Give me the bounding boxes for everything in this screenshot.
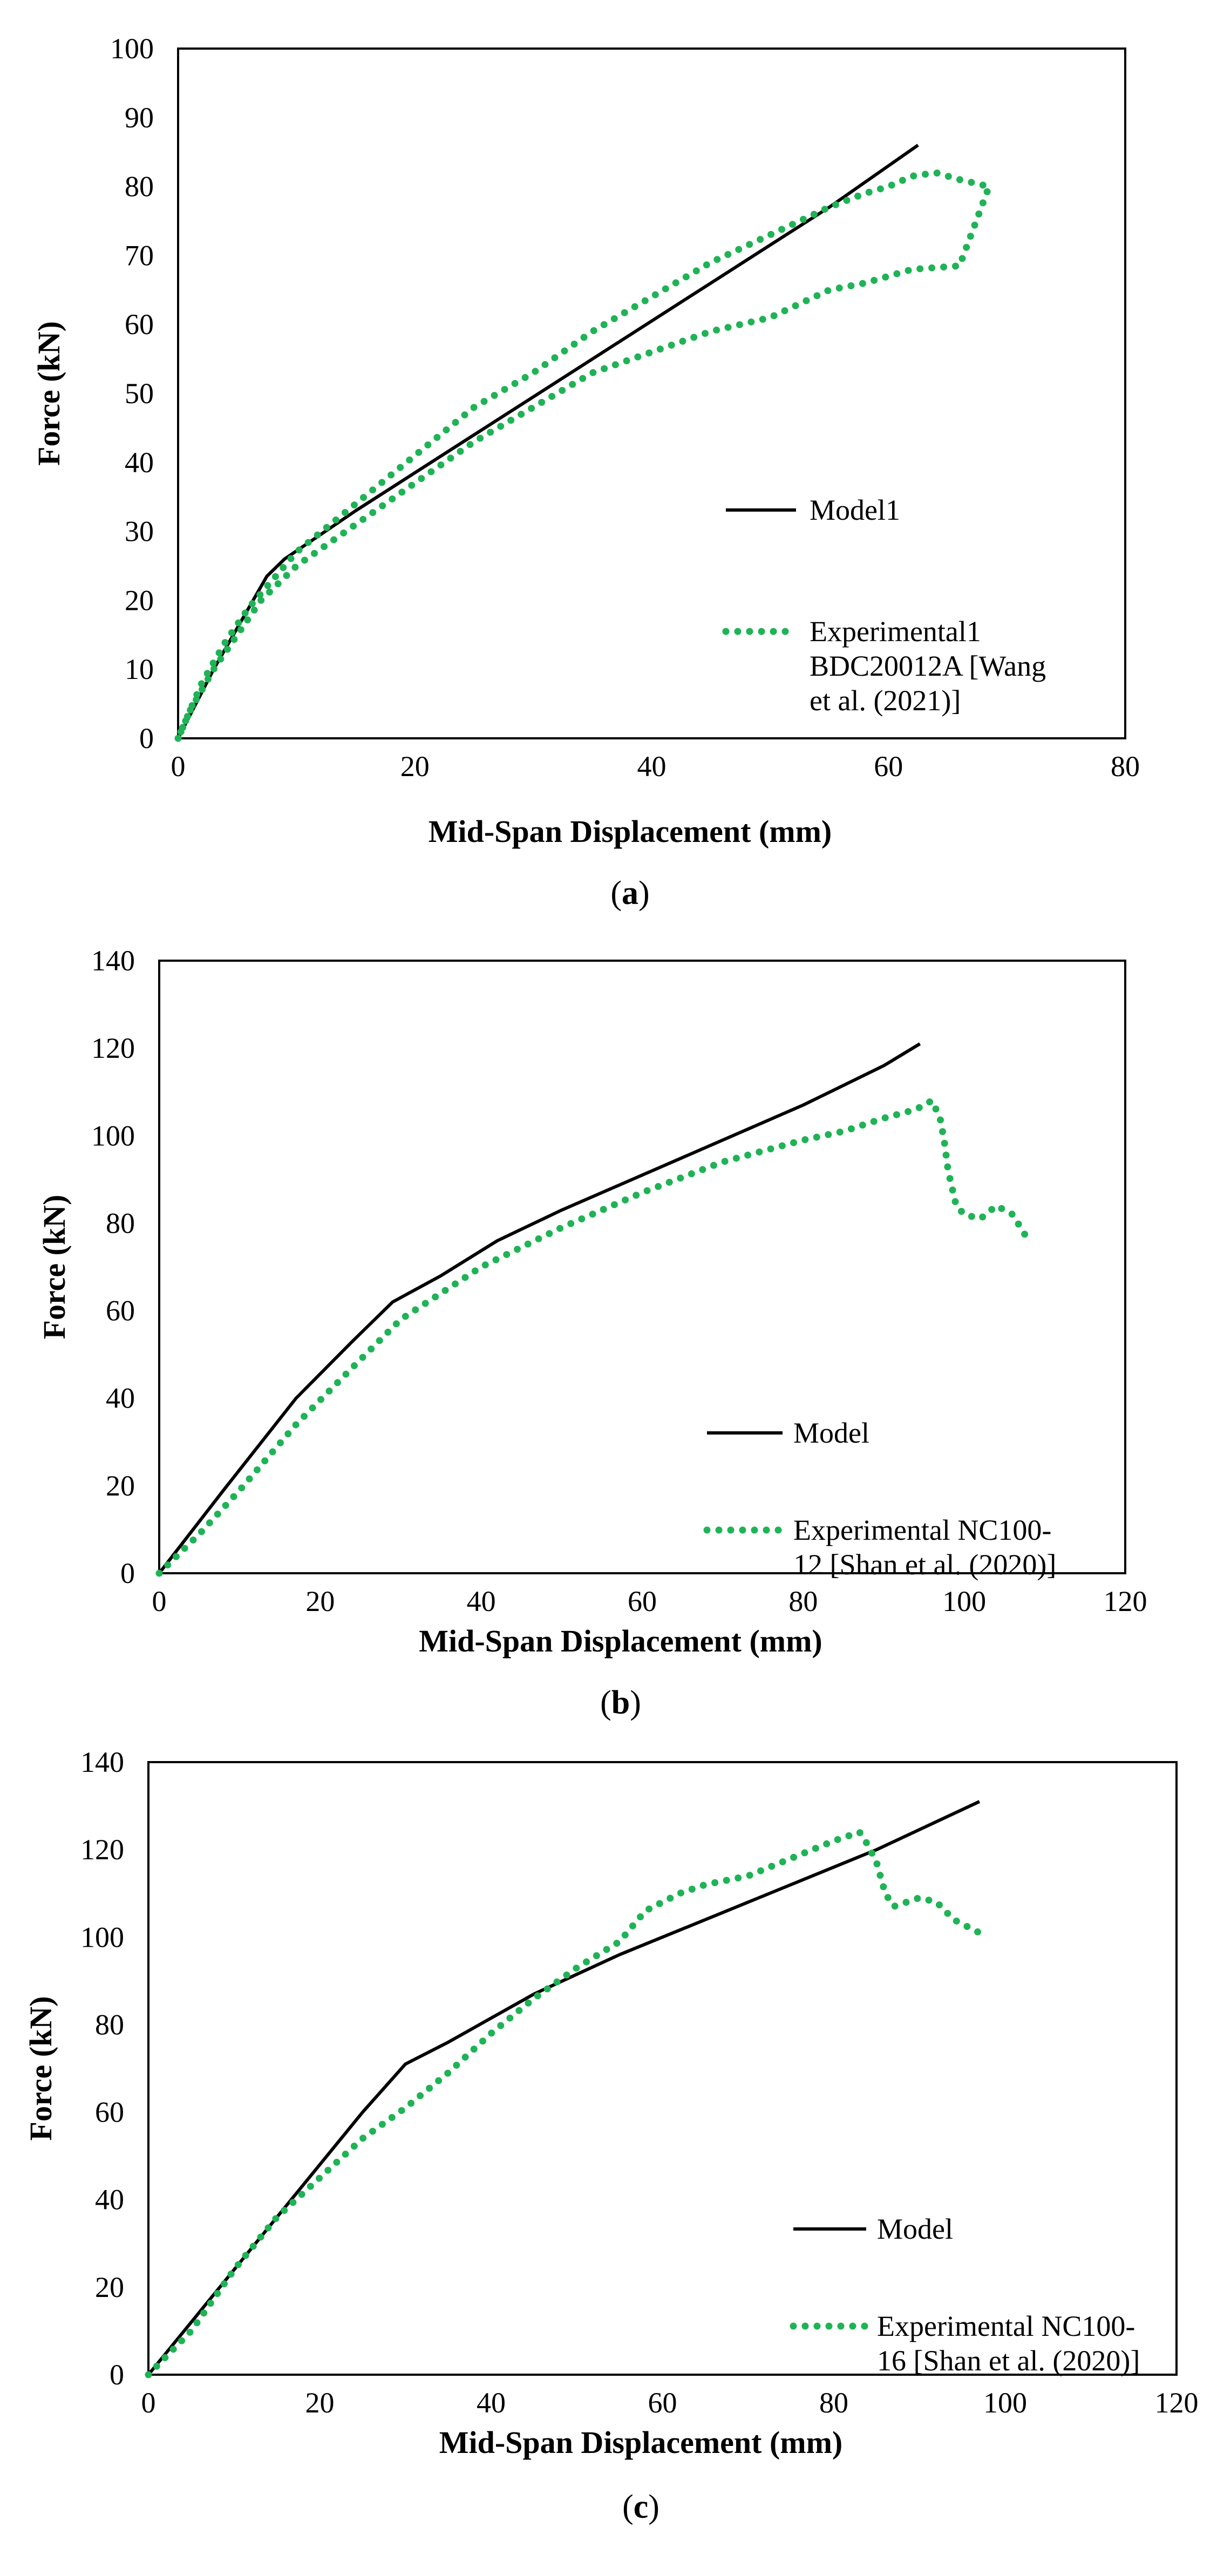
legend-entry-line: 12 [Shan et al. (2020)]: [793, 1548, 1056, 1581]
x-tick-label: 0: [171, 750, 186, 783]
experimental-series-line: [174, 169, 993, 742]
caption-open-paren: (: [600, 1684, 611, 1721]
x-tick-label: 40: [637, 750, 667, 783]
x-tick-label: 20: [305, 2387, 335, 2419]
plot-frame: [177, 47, 1126, 739]
legend-entry: Model: [793, 1417, 869, 1449]
caption-letter: a: [622, 875, 638, 912]
x-tick-label: 40: [467, 1585, 496, 1617]
x-axis-title: Mid-Span Displacement (mm): [429, 814, 832, 849]
x-tick-label: 80: [1111, 750, 1140, 783]
y-tick-label: 80: [106, 1207, 135, 1239]
y-tick-label: 80: [95, 2008, 124, 2041]
x-tick-label: 60: [628, 1585, 657, 1617]
x-tick-label: 100: [942, 1585, 986, 1617]
y-tick-label: 140: [80, 1746, 124, 1778]
x-tick-label: 20: [305, 1585, 335, 1617]
y-tick-label: 120: [91, 1032, 135, 1064]
legend-entry: Experimental NC100-12 [Shan et al. (2020…: [793, 1514, 1056, 1581]
caption-close-paren: ): [638, 875, 650, 912]
legend-entry-line: Experimental NC100-: [877, 2310, 1135, 2342]
legend-entry: Experimental1 BDC20012A [Wang et al. (2021…: [810, 615, 1046, 717]
panel-caption: (b): [600, 1684, 641, 1721]
model-series-line: [147, 1800, 981, 2376]
x-tick-label: 120: [1104, 1585, 1147, 1617]
x-tick-label: 80: [788, 1585, 818, 1617]
y-axis-title: Force (kN): [37, 1195, 72, 1340]
caption-open-paren: (: [610, 875, 622, 912]
x-axis-title: Mid-Span Displacement (mm): [439, 2425, 843, 2460]
y-tick-label: 40: [106, 1382, 135, 1415]
x-tick-label: 60: [874, 750, 903, 783]
y-tick-label: 0: [139, 722, 154, 755]
legend-entry: Model: [877, 2213, 953, 2245]
y-tick-label: 20: [125, 584, 154, 616]
y-tick-label: 70: [125, 239, 154, 271]
legend-entry: Experimental NC100-16 [Shan et al. (2020…: [877, 2310, 1140, 2377]
x-tick-label: 20: [400, 750, 430, 783]
y-tick-label: 80: [125, 171, 154, 203]
y-tick-label: 140: [91, 944, 135, 977]
y-tick-label: 10: [125, 653, 154, 685]
experimental-series-line: [145, 1829, 983, 2378]
x-tick-label: 40: [477, 2387, 506, 2419]
y-tick-label: 50: [125, 377, 154, 410]
y-tick-label: 0: [120, 1557, 135, 1589]
x-tick-label: 0: [152, 1585, 167, 1617]
legend-entry-line: BDC20012A [Wang: [810, 650, 1046, 682]
y-tick-label: 100: [110, 32, 154, 65]
panel-caption: (a): [610, 875, 649, 912]
chart-panel-c: 0 20 40 60 80 100 120 0 20 40 60 80 100 120 140 Mid-Spa…: [23, 1746, 1199, 2525]
x-axis-title: Mid-Span Displacement (mm): [419, 1623, 822, 1659]
legend-entry-line: Model1: [810, 494, 900, 526]
legend-entry-line: et al. (2021)]: [810, 684, 961, 717]
legend-entry-line: Experimental NC100-: [793, 1514, 1051, 1546]
x-tick-label: 0: [141, 2387, 156, 2419]
experimental-series-line: [155, 1097, 1032, 1577]
y-tick-label: 60: [106, 1295, 135, 1327]
legend-entry-line: Experimental1: [810, 615, 981, 648]
legend-entry-line: Model: [877, 2213, 953, 2245]
y-tick-label: 60: [125, 308, 154, 341]
y-axis-title: Force (kN): [23, 1996, 58, 2141]
caption-letter: b: [611, 1684, 630, 1721]
plot-frame: [158, 960, 1126, 1574]
y-tick-label: 40: [95, 2184, 124, 2216]
y-tick-label: 0: [110, 2358, 124, 2391]
y-tick-label: 90: [125, 101, 154, 134]
caption-letter: c: [634, 2489, 649, 2525]
panel-caption: (c): [622, 2489, 659, 2525]
plot-frame: [147, 1761, 1178, 2376]
y-tick-label: 120: [80, 1833, 124, 1866]
caption-open-paren: (: [622, 2489, 634, 2525]
legend-entry-line: 16 [Shan et al. (2020)]: [877, 2344, 1140, 2377]
caption-close-paren: ): [648, 2489, 659, 2525]
y-tick-label: 20: [106, 1470, 135, 1502]
y-tick-label: 30: [125, 515, 154, 548]
legend-entry-line: Model: [793, 1417, 869, 1449]
x-tick-label: 100: [983, 2387, 1027, 2419]
y-axis-title: Force (kN): [31, 321, 66, 466]
model-series-line: [158, 1042, 921, 1574]
y-tick-label: 60: [95, 2096, 124, 2129]
chart-panel-b: 0 20 40 60 80 100 120 0 20 40 60 80 100 120 140 Mid-Spa…: [37, 944, 1147, 1721]
y-tick-label: 40: [125, 446, 154, 479]
x-tick-label: 80: [819, 2387, 848, 2419]
chart-panel-a: 0 20 40 60 80 0 10 20 30 40 50 60 70 80 90 100 Mid-Span …: [31, 32, 1140, 912]
y-tick-label: 100: [80, 1921, 124, 1953]
model-series-line: [176, 144, 919, 739]
y-tick-label: 100: [91, 1119, 135, 1152]
x-tick-label: 60: [648, 2387, 677, 2419]
legend-entry: Model1: [810, 494, 900, 526]
x-tick-label: 120: [1155, 2387, 1199, 2419]
y-tick-label: 20: [95, 2271, 124, 2303]
caption-close-paren: ): [630, 1684, 641, 1721]
